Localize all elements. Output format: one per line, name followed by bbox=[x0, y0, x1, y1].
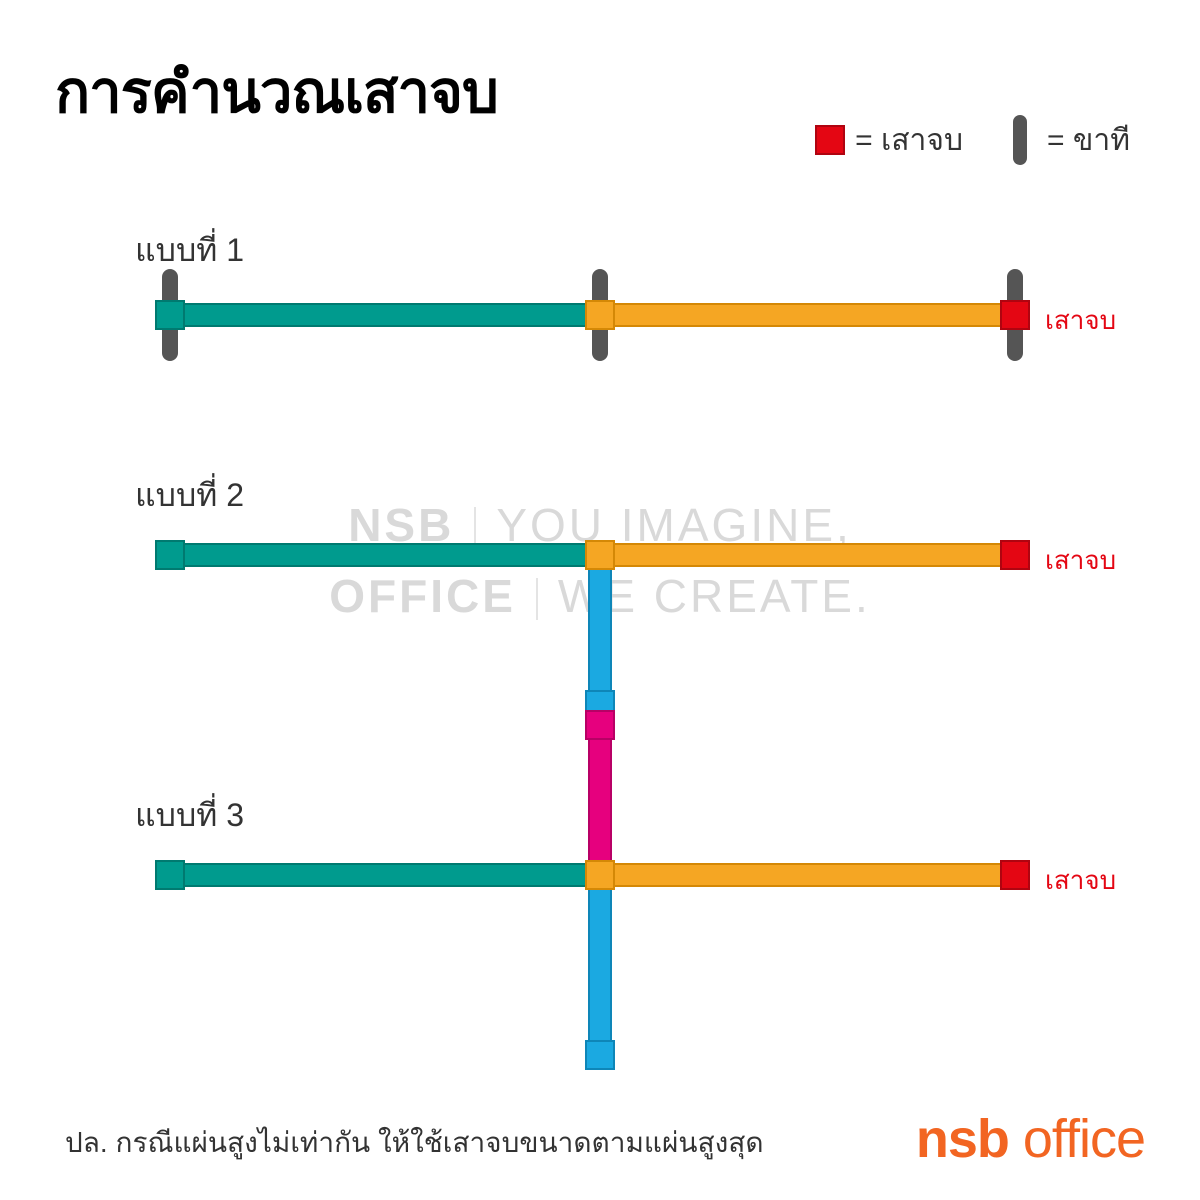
section-3-label: แบบที่ 3 bbox=[135, 790, 244, 841]
end-label-3: เสาจบ bbox=[1045, 860, 1116, 901]
footnote: ปล. กรณีแผ่นสูงไม่เท่ากัน ให้ใช้เสาจบขนา… bbox=[65, 1121, 764, 1165]
brand-logo: nsb office bbox=[916, 1108, 1145, 1170]
diagram-canvas bbox=[0, 0, 1200, 1200]
end-label-1: เสาจบ bbox=[1045, 300, 1116, 341]
section-1-label: แบบที่ 1 bbox=[135, 225, 244, 276]
section-2-label: แบบที่ 2 bbox=[135, 470, 244, 521]
end-label-2: เสาจบ bbox=[1045, 540, 1116, 581]
brand-part1: nsb bbox=[916, 1109, 1009, 1169]
brand-part2: office bbox=[1009, 1109, 1145, 1169]
